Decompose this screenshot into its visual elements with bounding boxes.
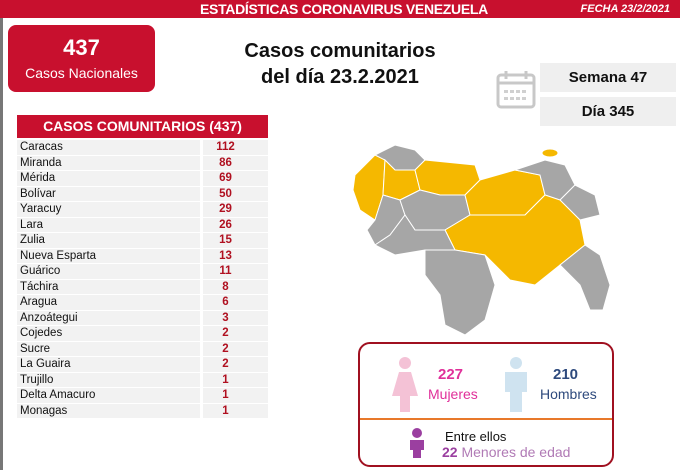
child-icon (410, 428, 424, 458)
man-icon (505, 357, 527, 412)
women-label: Mujeres (428, 386, 478, 402)
state-name: Táchira (17, 279, 200, 295)
table-row: Zulia 15 (17, 233, 268, 249)
state-name: Mérida (17, 171, 200, 187)
table-row: Táchira 8 (17, 279, 268, 295)
table-row: Mérida 69 (17, 171, 268, 187)
state-name: Cojedes (17, 326, 200, 342)
men-label: Hombres (540, 386, 597, 402)
case-count: 86 (203, 155, 268, 171)
case-count: 15 (203, 233, 268, 249)
case-count: 2 (203, 357, 268, 373)
state-name: Sucre (17, 341, 200, 357)
state-name: Yaracuy (17, 202, 200, 218)
state-name: Nueva Esparta (17, 248, 200, 264)
header-date: FECHA 23/2/2021 (580, 3, 670, 15)
case-count: 1 (203, 403, 268, 419)
state-name: La Guaira (17, 357, 200, 373)
table-row: Sucre 2 (17, 341, 268, 357)
men-count: 210 (553, 366, 579, 383)
case-count: 2 (203, 341, 268, 357)
case-count: 8 (203, 279, 268, 295)
case-count: 1 (203, 388, 268, 404)
state-name: Caracas (17, 140, 200, 156)
table-row: Miranda 86 (17, 155, 268, 171)
divider (360, 418, 612, 420)
table-row: Monagas 1 (17, 403, 268, 419)
table-row: Yaracuy 29 (17, 202, 268, 218)
title-line-2: del día 23.2.2021 (261, 66, 419, 88)
state-name: Lara (17, 217, 200, 233)
left-border (0, 18, 3, 470)
venezuela-map (352, 144, 611, 335)
map-nueva-esparta (541, 148, 559, 158)
calendar-icon (496, 71, 536, 109)
state-name: Zulia (17, 233, 200, 249)
state-name: Trujillo (17, 372, 200, 388)
case-count: 6 (203, 295, 268, 311)
state-name: Bolívar (17, 186, 200, 202)
table-row: Nueva Esparta 13 (17, 248, 268, 264)
table-row: Trujillo 1 (17, 372, 268, 388)
national-cases-box: 437 Casos Nacionales (8, 25, 155, 92)
title-line-1: Casos comunitarios (244, 40, 436, 62)
among-label: Entre ellos (445, 429, 507, 444)
case-count: 2 (203, 326, 268, 342)
state-name: Miranda (17, 155, 200, 171)
header-bar: ESTADÍSTICAS CORONAVIRUS VENEZUELA FECHA… (0, 0, 680, 18)
woman-icon (392, 357, 418, 412)
table-row: Anzoátegui 3 (17, 310, 268, 326)
state-name: Monagas (17, 403, 200, 419)
table-row: Lara 26 (17, 217, 268, 233)
map-apure (374, 214, 456, 256)
state-name: Anzoátegui (17, 310, 200, 326)
day-box: Día 345 (540, 97, 676, 126)
case-count: 29 (203, 202, 268, 218)
week-box: Semana 47 (540, 63, 676, 92)
case-count: 11 (203, 264, 268, 280)
table-row: La Guaira 2 (17, 357, 268, 373)
cases-table: Caracas 112 Miranda 86 Mérida 69 Bolívar 50 Yara… (17, 140, 268, 419)
minors-label: Menores de edad (461, 444, 571, 460)
women-count: 227 (438, 366, 464, 383)
state-name: Guárico (17, 264, 200, 280)
national-count: 437 (63, 35, 100, 60)
case-count: 13 (203, 248, 268, 264)
page-title: Casos comunitarios del día 23.2.2021 (220, 38, 460, 90)
table-row: Delta Amacuro 1 (17, 388, 268, 404)
map-amazonas (424, 249, 496, 335)
table-header: CASOS COMUNITARIOS (437) (17, 115, 268, 138)
case-count: 69 (203, 171, 268, 187)
case-count: 26 (203, 217, 268, 233)
national-label: Casos Nacionales (25, 65, 138, 81)
case-count: 50 (203, 186, 268, 202)
table-row: Bolívar 50 (17, 186, 268, 202)
gender-summary-box: 227 Mujeres 210 Hombres Entre ellos 22 M… (358, 342, 614, 467)
case-count: 3 (203, 310, 268, 326)
state-name: Aragua (17, 295, 200, 311)
map-guayana-esequiba (559, 244, 611, 311)
table-row: Caracas 112 (17, 140, 268, 156)
table-row: Guárico 11 (17, 264, 268, 280)
header-title: ESTADÍSTICAS CORONAVIRUS VENEZUELA (200, 1, 488, 17)
table-row: Aragua 6 (17, 295, 268, 311)
table-row: Cojedes 2 (17, 326, 268, 342)
minors-count: 22 (442, 444, 458, 460)
state-name: Delta Amacuro (17, 388, 200, 404)
case-count: 112 (203, 140, 268, 156)
case-count: 1 (203, 372, 268, 388)
